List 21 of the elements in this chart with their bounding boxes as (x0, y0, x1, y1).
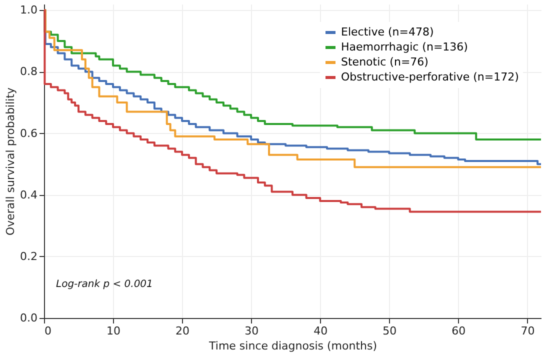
y-axis-title: Overall survival probability (4, 86, 18, 236)
legend-label: Obstructive-perforative (n=172) (341, 70, 519, 84)
x-tick-label: 10 (106, 324, 121, 338)
x-tick-label: 20 (176, 324, 190, 338)
y-tick-label: 0.0 (20, 312, 38, 324)
annotation: Log-rank p < 0.001 (56, 279, 153, 290)
legend-label: Stenotic (n=76) (341, 56, 428, 68)
y-tick-label: 0.8 (20, 65, 38, 78)
x-axis-title: Time since diagnosis (months) (208, 340, 377, 352)
y-tick-label: 1.0 (20, 4, 38, 17)
legend-label: Haemorrhagic (n=136) (341, 40, 468, 54)
x-tick-label: 50 (382, 324, 397, 338)
x-tick-label: 0 (44, 324, 52, 338)
y-tick-label: 0.4 (20, 188, 38, 202)
x-tick-label: 70 (520, 324, 535, 338)
x-tick-label: 40 (314, 324, 328, 338)
x-tick-label: 30 (244, 324, 259, 338)
legend-label: Elective (n=478) (341, 26, 434, 38)
y-tick-label: 0.2 (20, 250, 38, 263)
y-tick-label: 0.6 (20, 126, 38, 140)
x-tick-label: 60 (452, 324, 466, 338)
